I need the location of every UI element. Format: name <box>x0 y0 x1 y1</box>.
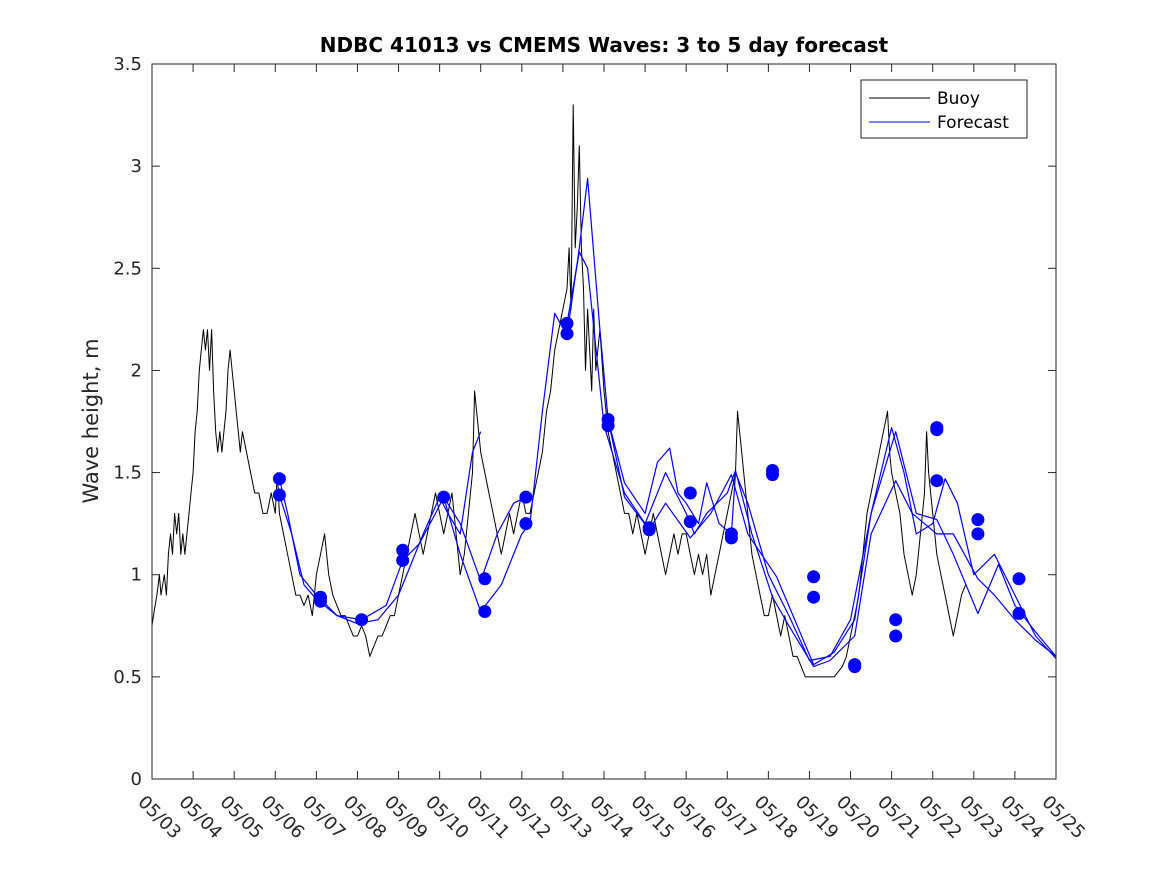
legend-buoy-label: Buoy <box>937 89 980 109</box>
y-tick-label-1: 0.5 <box>113 667 142 688</box>
forecast-marker-36 <box>1012 607 1026 620</box>
forecast-marker-33 <box>971 513 985 527</box>
forecast-line-3 <box>443 177 1057 662</box>
forecast-marker-6 <box>396 553 410 567</box>
forecast-marker-28 <box>889 613 903 627</box>
forecast-line-2 <box>278 494 527 621</box>
y-tick-label-4: 2 <box>131 360 142 381</box>
forecast-marker-31 <box>930 423 944 437</box>
legend: Buoy Forecast <box>860 79 1028 139</box>
forecast-marker-29 <box>889 629 903 643</box>
forecast-line-4 <box>566 251 1057 668</box>
y-tick-label-6: 3 <box>131 156 142 177</box>
y-tick-label-7: 3.5 <box>113 54 142 75</box>
forecast-marker-21 <box>724 531 738 545</box>
forecast-line-1 <box>278 431 482 625</box>
data-layer <box>151 104 1057 678</box>
forecast-marker-5 <box>396 543 410 557</box>
forecast-marker-3 <box>314 594 327 608</box>
forecast-marker-4 <box>355 613 369 627</box>
forecast-marker-0 <box>272 472 286 486</box>
forecast-marker-24 <box>807 570 821 584</box>
forecast-marker-35 <box>1012 572 1026 586</box>
forecast-marker-15 <box>601 419 615 433</box>
forecast-marker-10 <box>519 490 533 504</box>
legend-box <box>860 79 1028 139</box>
forecast-marker-12 <box>560 316 574 330</box>
forecast-marker-13 <box>560 327 574 341</box>
forecast-marker-9 <box>478 605 492 618</box>
forecast-marker-18 <box>683 486 697 500</box>
forecast-marker-8 <box>478 572 492 586</box>
y-tick-label-0: 0 <box>131 769 142 790</box>
forecast-marker-11 <box>519 517 533 531</box>
buoy-line <box>151 104 967 678</box>
y-tick-label-2: 1 <box>131 565 142 586</box>
forecast-marker-23 <box>766 468 779 482</box>
y-axis-label: Wave height, m <box>79 338 103 503</box>
forecast-marker-1 <box>272 488 286 502</box>
forecast-marker-25 <box>807 590 821 604</box>
forecast-marker-19 <box>683 515 697 529</box>
y-tick-label-3: 1.5 <box>113 463 142 484</box>
legend-forecast-label: Forecast <box>937 113 1009 133</box>
forecast-marker-34 <box>971 527 985 541</box>
forecast-marker-27 <box>848 660 862 674</box>
y-tick-label-5: 2.5 <box>113 258 142 279</box>
forecast-marker-17 <box>642 523 656 537</box>
forecast-marker-7 <box>437 490 451 504</box>
chart-title: NDBC 41013 vs CMEMS Waves: 3 to 5 day fo… <box>320 33 889 57</box>
forecast-line-5 <box>607 419 1057 666</box>
forecast-marker-32 <box>930 474 944 488</box>
